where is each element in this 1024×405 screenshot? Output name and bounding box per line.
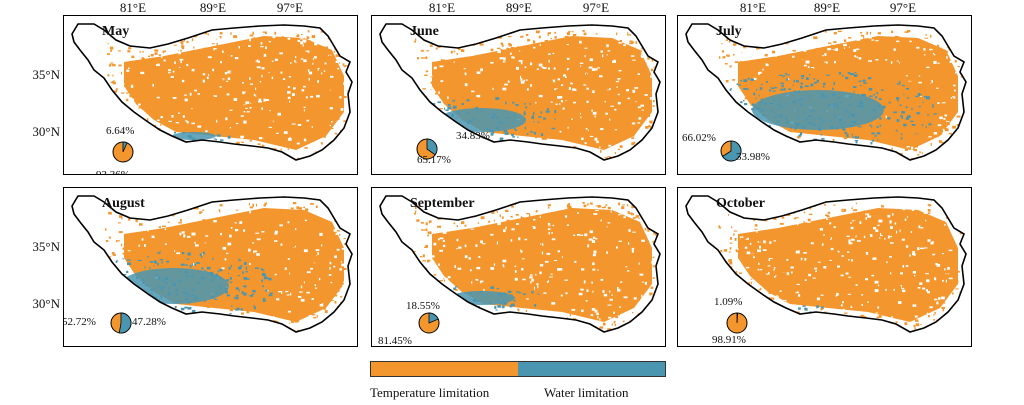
water-percent-label: 18.55% <box>406 300 440 312</box>
panel-month-title: July <box>716 24 742 39</box>
pie-slice-water <box>721 140 742 162</box>
temperature-percent-label: 47.28% <box>132 316 166 328</box>
plateau-map <box>685 23 967 161</box>
water-percent-label: 66.02% <box>682 132 716 144</box>
lon-tick-97-mid: 97°E <box>582 0 610 15</box>
limitation-pie-chart <box>416 138 438 160</box>
legend-swatch-water <box>518 362 665 376</box>
plateau-boundary <box>685 23 967 161</box>
map-panel-october: October 1.09% 98.91% <box>677 187 972 347</box>
limitation-pie-chart <box>726 312 748 334</box>
lon-tick-81-left: 81°E <box>119 0 147 15</box>
lon-tick-81-mid: 81°E <box>428 0 456 15</box>
panel-month-title: October <box>716 196 765 211</box>
temperature-percent-label: 33.98% <box>736 151 770 163</box>
pie-slice-water <box>122 141 128 153</box>
water-limitation-area <box>449 291 515 305</box>
limitation-pie-chart <box>112 141 134 163</box>
lon-tick-97-right: 97°E <box>889 0 917 15</box>
map-panel-may: May 6.64% 93.36% <box>63 15 358 175</box>
temperature-percent-label: 65.17% <box>417 154 451 166</box>
temperature-percent-label: 98.91% <box>712 334 746 346</box>
legend-swatch-temperature <box>371 362 518 376</box>
lat-tick-30-row2: 30°N <box>32 296 60 311</box>
map-panel-august: August 52.72% 47.28% <box>63 187 358 347</box>
plateau-map <box>685 195 967 333</box>
plateau-boundary <box>379 195 661 333</box>
temperature-percent-label: 81.45% <box>378 335 412 347</box>
map-panel-june: June 34.83% 65.17% <box>371 15 666 175</box>
water-percent-label: 6.64% <box>106 125 135 137</box>
legend-label-water: Water limitation <box>544 385 629 400</box>
water-limitation-area <box>172 132 216 140</box>
plateau-map <box>71 23 353 161</box>
map-panel-july: July 66.02% 33.98% <box>677 15 972 175</box>
plateau-map <box>71 195 353 333</box>
panel-month-title: August <box>102 196 145 211</box>
temperature-limitation-area <box>124 36 344 150</box>
legend-label-temperature: Temperature limitation <box>370 385 490 400</box>
plateau-boundary <box>71 23 353 161</box>
limitation-pie-chart <box>110 312 132 334</box>
plateau-map <box>379 195 661 333</box>
pie-slice-water <box>428 312 439 324</box>
legend-colorbar <box>370 361 666 377</box>
pie-slice-water <box>426 138 438 156</box>
pie-slice-water <box>118 312 132 334</box>
lat-tick-35-row2: 35°N <box>32 239 60 254</box>
water-limitation-area <box>752 90 884 130</box>
map-panel-september: September 18.55% 81.45% <box>371 187 666 347</box>
lon-tick-89-right: 89°E <box>813 0 841 15</box>
plateau-boundary <box>685 195 967 333</box>
panel-month-title: May <box>102 24 130 39</box>
lat-tick-30-row1: 30°N <box>32 124 60 139</box>
lon-tick-89-mid: 89°E <box>505 0 533 15</box>
water-percent-label: 52.72% <box>63 316 96 328</box>
limitation-pie-chart <box>720 140 742 162</box>
plateau-boundary <box>71 195 353 333</box>
temperature-limitation-area <box>124 208 344 322</box>
pie-slice-water <box>736 312 739 324</box>
water-percent-label: 1.09% <box>714 296 743 308</box>
lon-tick-81-right: 81°E <box>739 0 767 15</box>
panel-month-title: September <box>410 196 475 211</box>
plateau-boundary <box>379 23 661 161</box>
lon-tick-97-left: 97°E <box>276 0 304 15</box>
water-limitation-area <box>438 108 526 132</box>
limitation-pie-chart <box>418 312 440 334</box>
plateau-map <box>379 23 661 161</box>
lon-tick-89-left: 89°E <box>199 0 227 15</box>
water-percent-label: 34.83% <box>456 130 490 142</box>
temperature-percent-label: 93.36% <box>96 169 130 175</box>
lat-tick-35-row1: 35°N <box>32 67 60 82</box>
panel-month-title: June <box>410 24 439 39</box>
